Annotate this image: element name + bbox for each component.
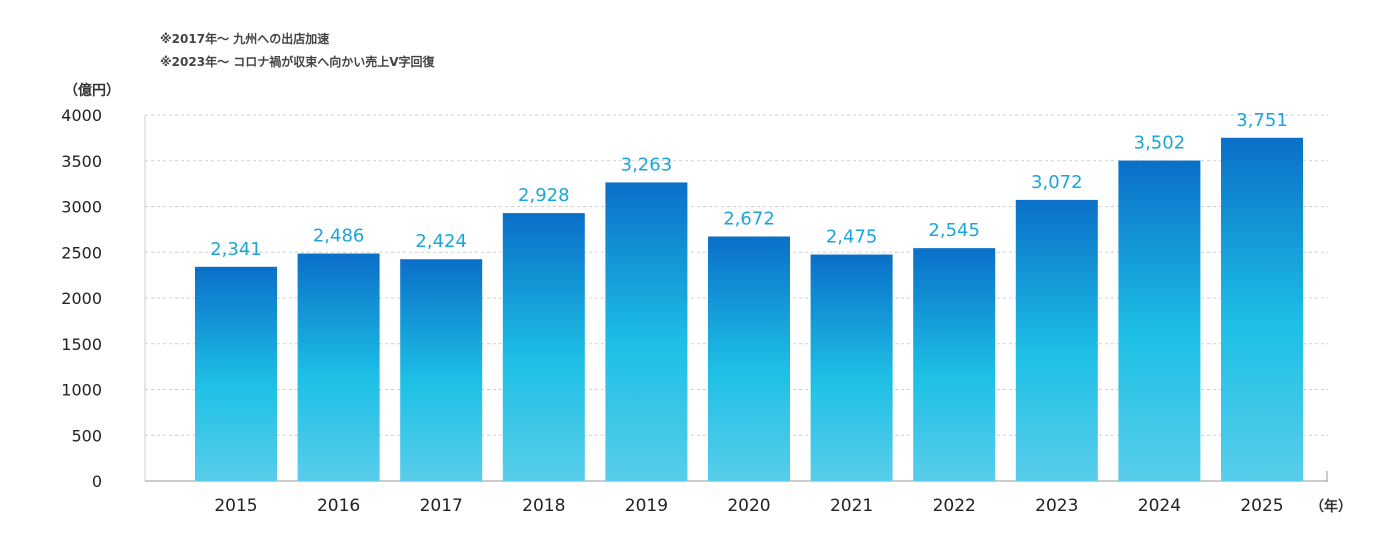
y-tick-label: 2500 xyxy=(61,243,102,262)
bar-value-label: 2,928 xyxy=(518,185,570,206)
bar-2020 xyxy=(708,236,790,481)
bar-2021 xyxy=(810,254,893,481)
y-tick-label: 2000 xyxy=(61,289,102,308)
bar-2018 xyxy=(502,213,585,481)
x-tick-label: 2015 xyxy=(214,496,257,516)
x-tick-label: 2016 xyxy=(317,496,360,516)
bar-value-label: 2,672 xyxy=(723,209,775,230)
bar-2015 xyxy=(195,266,277,481)
bar-value-label: 3,751 xyxy=(1236,110,1288,131)
x-tick-label: 2024 xyxy=(1138,496,1181,516)
bar-value-label: 3,072 xyxy=(1031,172,1083,193)
bar-value-label: 2,545 xyxy=(928,220,980,241)
bar-value-label: 3,502 xyxy=(1134,133,1186,154)
bar-value-label: 2,424 xyxy=(415,231,467,252)
bar-2022 xyxy=(913,248,996,481)
x-tick-label: 2023 xyxy=(1035,496,1078,516)
x-tick-label: 2020 xyxy=(727,496,770,516)
bar-value-label: 3,263 xyxy=(621,154,673,175)
bar-value-label: 2,475 xyxy=(826,227,878,248)
bar-2023 xyxy=(1015,199,1098,482)
bar-2024 xyxy=(1118,160,1201,481)
y-tick-label: 3500 xyxy=(61,152,102,171)
bar-value-label: 2,341 xyxy=(210,239,262,260)
x-tick-label: 2021 xyxy=(830,496,873,516)
bar-2016 xyxy=(297,253,380,481)
y-tick-label: 500 xyxy=(71,426,102,445)
y-axis-unit: （億円） xyxy=(64,83,120,99)
x-axis-unit: （年） xyxy=(1310,499,1352,515)
x-tick-label: 2025 xyxy=(1240,496,1283,516)
bar-2025 xyxy=(1221,137,1303,481)
y-tick-label: 1500 xyxy=(61,335,102,354)
bar-value-label: 2,486 xyxy=(313,226,365,247)
y-tick-label: 1000 xyxy=(61,381,102,400)
y-tick-label: 4000 xyxy=(61,106,102,125)
bar-2019 xyxy=(605,182,688,482)
x-tick-label: 2018 xyxy=(522,496,565,516)
x-tick-label: 2022 xyxy=(933,496,976,516)
y-tick-label: 0 xyxy=(92,472,102,491)
note-1: ※2017年〜 九州への出店加速 xyxy=(160,32,330,46)
note-2: ※2023年〜 コロナ禍が収束へ向かい売上V字回復 xyxy=(160,55,435,69)
x-tick-label: 2017 xyxy=(420,496,463,516)
bar-2017 xyxy=(400,259,483,481)
x-tick-label: 2019 xyxy=(625,496,668,516)
y-tick-label: 3000 xyxy=(61,198,102,217)
